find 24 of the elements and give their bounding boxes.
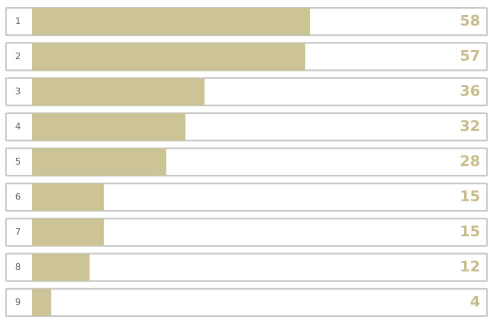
bar: [32, 183, 104, 211]
data-label: 36: [460, 84, 480, 96]
data-label: 15: [462, 190, 480, 202]
y-tick-label: 4: [16, 122, 20, 130]
data-label: 15: [462, 226, 480, 236]
data-label: 4: [470, 296, 480, 306]
y-tick-label: 8: [16, 263, 20, 270]
bar: [32, 148, 166, 176]
y-tick-label: 7: [16, 228, 20, 235]
data-label: 28: [461, 155, 480, 166]
y-tick-label: 2: [16, 52, 20, 60]
bar: [32, 288, 52, 316]
bar: [32, 254, 90, 282]
y-tick-label: 5: [16, 158, 20, 165]
data-label: 57: [461, 50, 480, 61]
bar: [32, 218, 104, 246]
y-tick-label: 6: [16, 192, 20, 200]
y-tick-label: 3: [16, 88, 20, 94]
data-label: 32: [460, 120, 479, 132]
data-label: 58: [461, 14, 480, 26]
bar: [32, 113, 186, 141]
y-tick-label: 1: [16, 17, 20, 24]
data-label: 12: [462, 260, 479, 272]
y-tick-label: 9: [16, 298, 20, 306]
